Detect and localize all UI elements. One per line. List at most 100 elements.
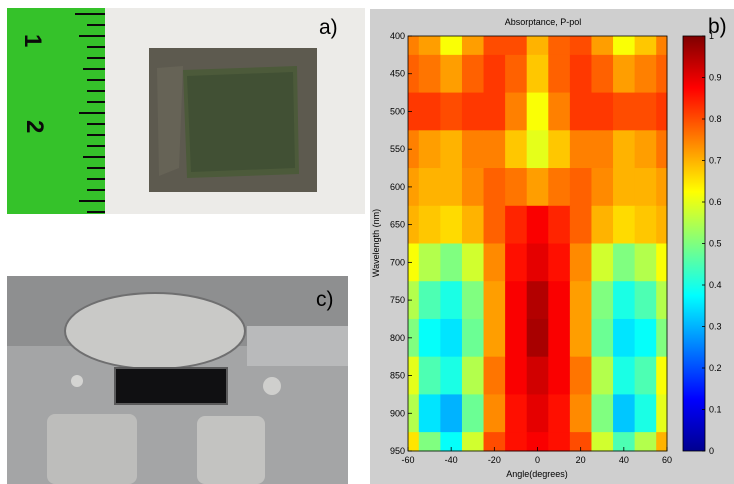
heatmap-cell xyxy=(526,168,549,207)
heatmap-cell xyxy=(418,356,441,395)
x-tick-label: 60 xyxy=(662,455,672,465)
heatmap-cell xyxy=(408,36,420,56)
y-tick-label: 750 xyxy=(390,295,405,305)
mounted-sample xyxy=(114,367,228,405)
heatmap-cell xyxy=(526,243,549,282)
heatmap-cell xyxy=(656,281,668,320)
heatmap-cell xyxy=(656,356,668,395)
heatmap-cell xyxy=(483,281,506,320)
heatmap-cell xyxy=(613,205,636,244)
heatmap-cell xyxy=(505,36,528,56)
heatmap-cell xyxy=(418,92,441,131)
heatmap-cell xyxy=(613,36,636,56)
heatmap-cell xyxy=(634,394,657,433)
heatmap xyxy=(408,36,668,452)
heatmap-cell xyxy=(526,356,549,395)
colorbar-tick-label: 0.4 xyxy=(709,280,722,290)
y-axis: 400 450 500 550 600 650 700 750 800 850 900 950 xyxy=(390,31,412,456)
ruler-ticks xyxy=(75,13,105,213)
heatmap-cell xyxy=(418,318,441,358)
heatmap-cell xyxy=(591,168,614,207)
heatmap-cell xyxy=(440,130,463,169)
x-tick-label: 40 xyxy=(619,455,629,465)
heatmap-cell xyxy=(634,92,657,131)
heatmap-cell xyxy=(548,356,571,395)
heatmap-cell xyxy=(408,130,420,169)
x-tick-label: -60 xyxy=(401,455,414,465)
heatmap-cell xyxy=(569,54,592,94)
heatmap-cell xyxy=(591,54,614,94)
heatmap-cell xyxy=(613,130,636,169)
heatmap-cell xyxy=(656,432,668,452)
heatmap-cell xyxy=(440,281,463,320)
colorbar-tick-label: 0.1 xyxy=(709,405,722,415)
heatmap-cell xyxy=(408,281,420,320)
colorbar-tick-label: 0.3 xyxy=(709,322,722,332)
heatmap-cell xyxy=(591,92,614,131)
y-tick-label: 550 xyxy=(390,144,405,154)
heatmap-cell xyxy=(440,168,463,207)
y-axis-label: Wavelength (nm) xyxy=(371,209,381,277)
y-tick-label: 600 xyxy=(390,182,405,192)
heatmap-cell xyxy=(483,92,506,131)
y-tick-label: 700 xyxy=(390,257,405,267)
heatmap-cell xyxy=(418,168,441,207)
heatmap-cell xyxy=(591,394,614,433)
x-axis-label: Angle(degrees) xyxy=(506,469,568,479)
heatmap-cell xyxy=(656,36,668,56)
heatmap-cell xyxy=(656,168,668,207)
holder-photo-panel: c) xyxy=(7,276,348,484)
absorptance-chart-panel: Absorptance, P-pol -60 -40 -20 0 20 40 60 400 4… xyxy=(370,9,734,484)
heatmap-cell xyxy=(505,432,528,452)
heatmap-cell xyxy=(656,92,668,131)
x-tick-label: -40 xyxy=(445,455,458,465)
heatmap-cell xyxy=(408,356,420,395)
heatmap-cell xyxy=(483,130,506,169)
heatmap-cell xyxy=(440,318,463,358)
absorptance-chart: Absorptance, P-pol -60 -40 -20 0 20 40 60 4004… xyxy=(371,17,722,479)
heatmap-cell xyxy=(526,205,549,244)
panel-label-a: a) xyxy=(319,16,338,39)
y-tick-label: 450 xyxy=(390,69,405,79)
y-tick-label: 650 xyxy=(390,220,405,230)
heatmap-cell xyxy=(591,205,614,244)
heatmap-cell xyxy=(418,432,441,452)
heatmap-cell xyxy=(440,432,463,452)
x-tick-label: 20 xyxy=(576,455,586,465)
heatmap-cell xyxy=(569,168,592,207)
heatmap-cell xyxy=(461,356,485,395)
heatmap-cell xyxy=(569,432,592,452)
heatmap-cell xyxy=(548,243,571,282)
heatmap-cell xyxy=(634,356,657,395)
heatmap-cell xyxy=(656,243,668,282)
heatmap-cell xyxy=(483,356,506,395)
heatmap-cell xyxy=(418,281,441,320)
heatmap-cell xyxy=(505,54,528,94)
heatmap-cell xyxy=(591,281,614,320)
heatmap-cell xyxy=(569,92,592,131)
heatmap-cell xyxy=(634,54,657,94)
heatmap-cell xyxy=(440,394,463,433)
heatmap-cell xyxy=(591,432,614,452)
heatmap-cell xyxy=(505,356,528,395)
heatmap-cell xyxy=(461,394,485,433)
heatmap-cell xyxy=(548,36,571,56)
mount-disc xyxy=(64,292,246,370)
y-tick-label: 800 xyxy=(390,333,405,343)
heatmap-cell xyxy=(634,168,657,207)
panel-label-b: b) xyxy=(708,15,727,38)
clamp-left xyxy=(47,414,137,484)
heatmap-cell xyxy=(569,36,592,56)
heatmap-cell xyxy=(634,318,657,358)
heatmap-cell xyxy=(548,168,571,207)
heatmap-cell xyxy=(613,168,636,207)
heatmap-cell xyxy=(461,130,485,169)
colorbar-ticks: 0 0.1 0.2 0.3 0.4 0.5 0.6 0.7 0.8 0.9 1 xyxy=(702,31,722,456)
heatmap-cell xyxy=(591,243,614,282)
heatmap-cell xyxy=(483,36,506,56)
heatmap-cell xyxy=(656,130,668,169)
colorbar-tick-label: 1 xyxy=(709,31,714,41)
y-tick-label: 950 xyxy=(390,446,405,456)
heatmap-cell xyxy=(461,54,485,94)
heatmap-cell xyxy=(591,130,614,169)
